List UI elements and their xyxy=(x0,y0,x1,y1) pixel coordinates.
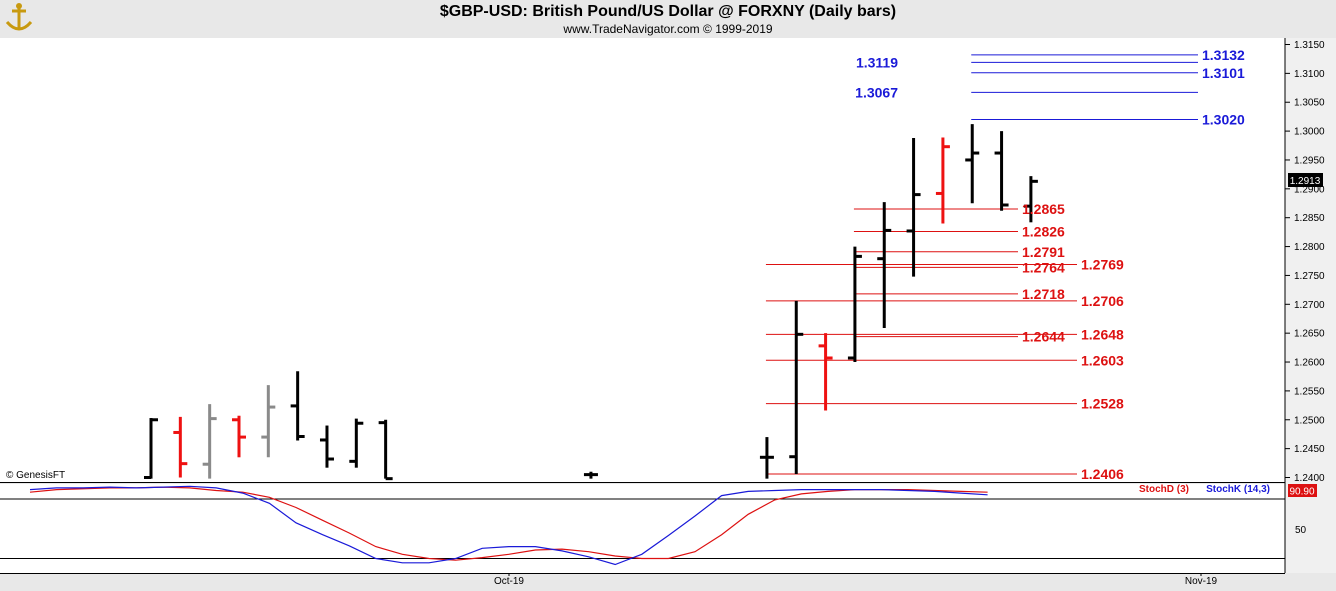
y-tick-label: 1.2650 xyxy=(1294,329,1325,340)
level-label-1.2648: 1.2648 xyxy=(1081,326,1124,342)
level-label-1.2528: 1.2528 xyxy=(1081,396,1124,412)
y-tick-label: 1.2600 xyxy=(1294,358,1325,369)
level-label-1.3067: 1.3067 xyxy=(855,84,898,100)
level-label-1.3101: 1.3101 xyxy=(1202,65,1245,81)
y-tick-label: 1.2450 xyxy=(1294,444,1325,455)
x-label-oct: Oct-19 xyxy=(494,576,524,587)
stoch-value-label: 90.90 xyxy=(1289,487,1314,498)
price-bar xyxy=(144,418,158,479)
price-panel xyxy=(0,38,1285,482)
price-bar xyxy=(994,131,1009,211)
y-tick-label: 1.2800 xyxy=(1294,242,1325,253)
price-bar xyxy=(847,246,862,363)
chart-subtitle: www.TradeNavigator.com © 1999-2019 xyxy=(563,22,773,36)
y-tick-label: 1.3150 xyxy=(1294,40,1325,51)
chart-header: $GBP-USD: British Pound/US Dollar @ FORX… xyxy=(0,0,1336,38)
stochk-line xyxy=(29,485,988,566)
level-label-1.2826: 1.2826 xyxy=(1022,224,1065,240)
level-label-1.2706: 1.2706 xyxy=(1081,293,1124,309)
level-label-1.2769: 1.2769 xyxy=(1081,256,1124,272)
stoch-value-box xyxy=(1288,484,1317,497)
price-bar xyxy=(1023,176,1038,223)
chart-title: $GBP-USD: British Pound/US Dollar @ FORX… xyxy=(439,3,897,20)
price-bar xyxy=(378,419,393,481)
price-bar xyxy=(319,425,334,468)
price-bar xyxy=(965,124,980,204)
level-label-1.2718: 1.2718 xyxy=(1022,286,1065,302)
level-label-1.2764: 1.2764 xyxy=(1022,259,1065,275)
y-tick-label: 1.2400 xyxy=(1294,473,1325,484)
genesis-watermark: © GenesisFT xyxy=(6,470,65,481)
level-label-1.3020: 1.3020 xyxy=(1202,112,1245,128)
level-label-1.2603: 1.2603 xyxy=(1081,352,1124,368)
stochastic-panel xyxy=(0,484,1285,573)
stoch-tick-50: 50 xyxy=(1295,525,1307,536)
last-price-box xyxy=(1288,173,1323,187)
price-bar xyxy=(173,416,188,478)
x-label-nov: Nov-19 xyxy=(1185,576,1218,587)
price-bar xyxy=(818,333,833,411)
level-label-1.3119: 1.3119 xyxy=(856,54,898,70)
y-tick-label: 1.3100 xyxy=(1294,69,1325,80)
y-tick-label: 1.2500 xyxy=(1294,415,1325,426)
stochd-line xyxy=(29,486,988,561)
y-tick-label: 1.2700 xyxy=(1294,300,1325,311)
y-tick-label: 1.3000 xyxy=(1294,127,1325,138)
level-label-1.2406: 1.2406 xyxy=(1081,466,1124,482)
y-axis-panel xyxy=(1285,38,1336,573)
price-bar xyxy=(935,137,950,224)
price-bar xyxy=(906,138,921,277)
trade-navigator-logo-icon xyxy=(5,3,33,31)
legend-stochk: StochK (14,3) xyxy=(1206,484,1270,495)
price-bar xyxy=(759,437,774,479)
y-tick-label: 1.3050 xyxy=(1294,98,1325,109)
price-bar xyxy=(583,471,598,479)
level-label-1.2644: 1.2644 xyxy=(1022,329,1065,345)
x-axis-panel xyxy=(0,573,1285,591)
y-tick-label: 1.2900 xyxy=(1294,184,1325,195)
price-bar xyxy=(261,385,276,458)
price-bar xyxy=(349,418,364,468)
level-label-1.2791: 1.2791 xyxy=(1022,244,1065,260)
level-label-1.2865: 1.2865 xyxy=(1022,201,1065,217)
price-bar xyxy=(290,371,305,441)
last-price-label: 1.2913 xyxy=(1290,176,1321,187)
legend-stochd: StochD (3) xyxy=(1139,484,1189,495)
y-tick-label: 1.2950 xyxy=(1294,155,1325,166)
price-bar xyxy=(231,415,246,458)
price-bar xyxy=(202,404,217,479)
y-tick-label: 1.2550 xyxy=(1294,386,1325,397)
price-bar xyxy=(789,300,804,475)
y-tick-label: 1.2750 xyxy=(1294,271,1325,282)
level-label-1.3132: 1.3132 xyxy=(1202,47,1245,63)
y-tick-label: 1.2850 xyxy=(1294,213,1325,224)
price-bar xyxy=(877,202,892,328)
